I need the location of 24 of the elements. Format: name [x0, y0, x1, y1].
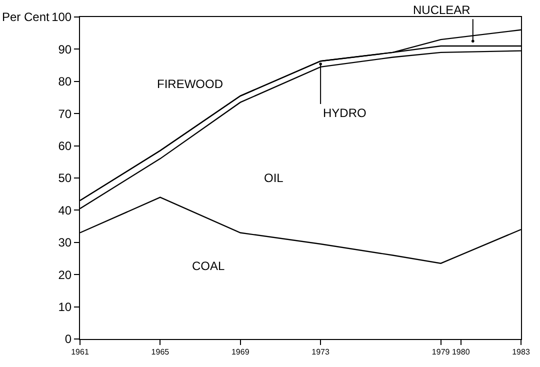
x-tick-label: 1965 — [151, 348, 170, 357]
x-tick-label: 1961 — [71, 348, 90, 357]
y-tick-label: 90 — [58, 42, 72, 56]
x-tick-label: 1980 — [452, 348, 470, 357]
y-tick-label: 60 — [58, 139, 72, 153]
y-tick-label: 40 — [58, 203, 72, 218]
y-tick-label: 50 — [58, 171, 72, 186]
y-tick-label: 0 — [64, 332, 72, 346]
annotation: NUCLEAR — [413, 3, 471, 17]
y-tick-label: 100 — [52, 10, 72, 24]
x-tick-label: 1983 — [512, 348, 530, 357]
x-tick-label: 1969 — [231, 348, 250, 357]
y-tick-label: 30 — [58, 236, 72, 250]
y-tick-label: 10 — [58, 300, 72, 314]
annotation: COAL — [192, 259, 226, 273]
y-tick-label: 70 — [58, 106, 72, 121]
y-tick-label: 20 — [58, 268, 72, 282]
y-tick-label: 80 — [58, 74, 72, 89]
x-tick-label: 1979 — [432, 348, 450, 357]
y-axis-title: Per Cent — [2, 10, 50, 24]
annotation: OIL — [264, 171, 284, 185]
annotation: FIREWOOD — [157, 77, 224, 91]
x-tick-label: 1973 — [312, 348, 330, 357]
annotation: HYDRO — [323, 106, 366, 120]
